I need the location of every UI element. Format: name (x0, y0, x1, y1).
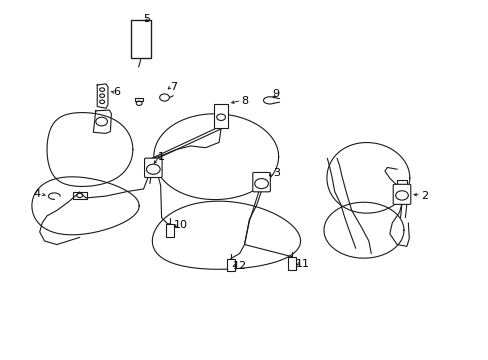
Text: 6: 6 (113, 87, 120, 97)
Bar (288, 257, 296, 270)
Text: 8: 8 (241, 96, 247, 106)
Text: 1: 1 (158, 152, 165, 162)
Text: 3: 3 (272, 168, 279, 178)
Bar (214, 104, 227, 128)
FancyBboxPatch shape (144, 158, 162, 177)
Text: 5: 5 (143, 14, 150, 24)
Text: 4: 4 (34, 189, 41, 199)
Text: 10: 10 (174, 220, 188, 230)
Bar (73, 192, 86, 199)
Text: 11: 11 (295, 259, 309, 269)
FancyBboxPatch shape (392, 184, 410, 204)
Bar (227, 258, 234, 271)
Bar (135, 98, 143, 101)
Text: 9: 9 (272, 89, 279, 99)
Text: 12: 12 (232, 261, 246, 271)
FancyBboxPatch shape (252, 172, 270, 192)
Bar (131, 21, 151, 58)
Text: 2: 2 (421, 191, 427, 201)
Text: 7: 7 (170, 82, 177, 92)
Bar (166, 224, 174, 237)
